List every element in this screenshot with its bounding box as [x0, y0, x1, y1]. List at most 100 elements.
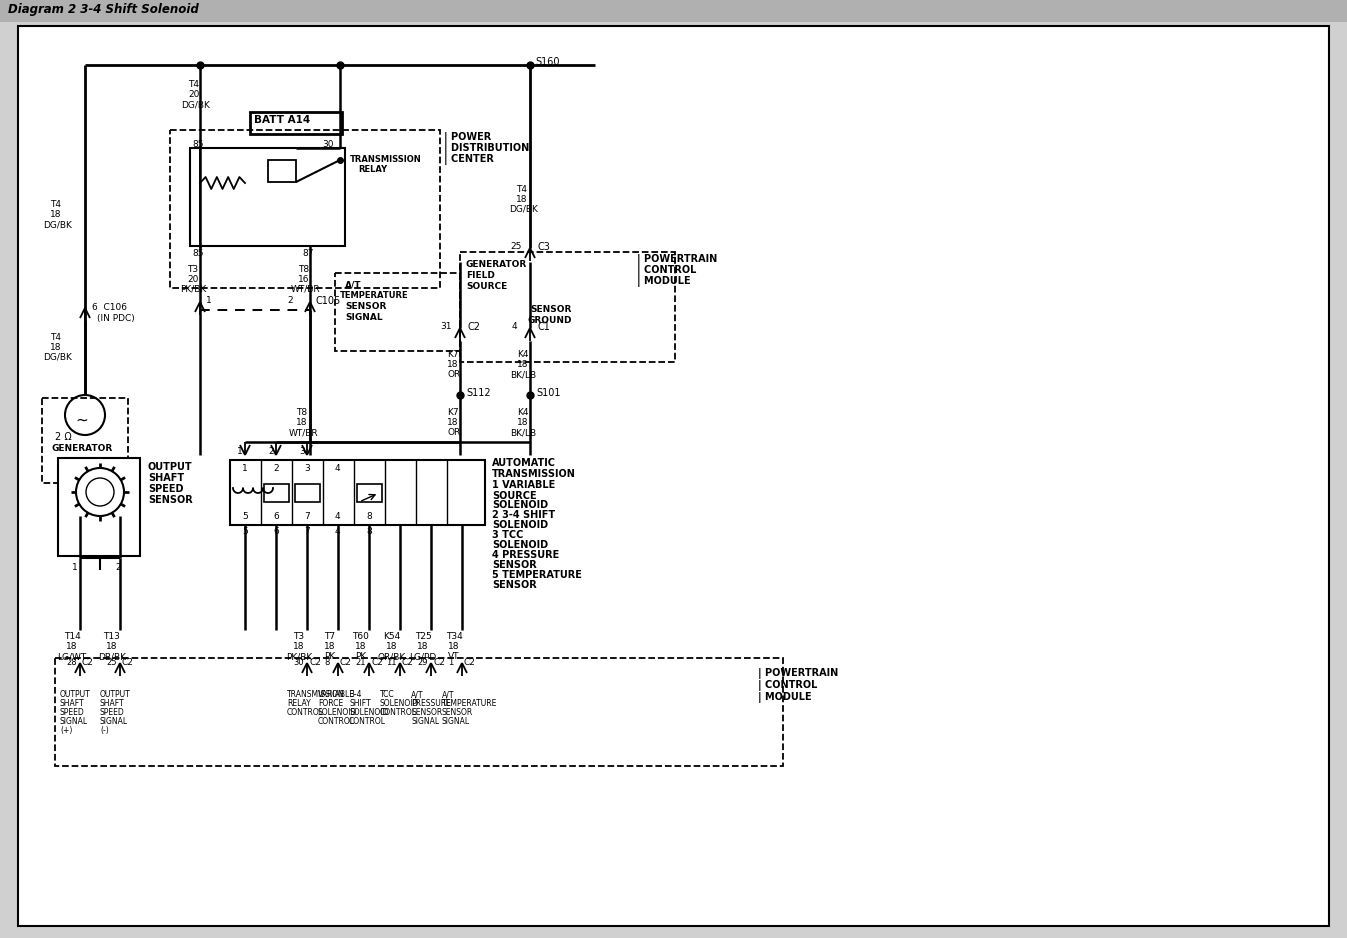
Text: C3: C3 — [537, 242, 551, 252]
Text: 5 TEMPERATURE: 5 TEMPERATURE — [492, 570, 582, 580]
Text: A/T: A/T — [345, 280, 361, 289]
Text: TCC: TCC — [380, 690, 395, 699]
Bar — [0, 0, 1347, 22]
Text: 18: 18 — [447, 418, 458, 427]
Text: K4: K4 — [517, 350, 528, 359]
Text: 5: 5 — [242, 527, 248, 536]
Text: ~: ~ — [75, 413, 88, 428]
Text: T25: T25 — [415, 632, 431, 641]
Text: 18: 18 — [387, 642, 397, 651]
Text: 30: 30 — [322, 140, 334, 149]
Text: T8: T8 — [296, 408, 307, 417]
Bar — [264, 484, 290, 502]
Text: 25: 25 — [511, 242, 521, 251]
Text: 2: 2 — [287, 296, 292, 305]
Bar — [42, 398, 128, 483]
Text: SIGNAL: SIGNAL — [442, 717, 470, 726]
Text: 18: 18 — [516, 195, 528, 204]
Text: 7: 7 — [304, 527, 310, 536]
Text: TRANSMISSION: TRANSMISSION — [350, 155, 422, 164]
Text: SENSOR: SENSOR — [492, 580, 536, 590]
Text: 8: 8 — [366, 512, 372, 521]
Text: SOLENOID: SOLENOID — [492, 500, 548, 510]
Text: SHAFT: SHAFT — [61, 699, 85, 708]
Text: DG/BK: DG/BK — [509, 205, 537, 214]
Text: 18: 18 — [296, 418, 307, 427]
Text: T14: T14 — [63, 632, 81, 641]
Text: 1 VARIABLE: 1 VARIABLE — [492, 480, 555, 490]
Text: 2 3-4 SHIFT: 2 3-4 SHIFT — [492, 510, 555, 520]
Text: SOURCE: SOURCE — [492, 491, 536, 501]
Text: 85: 85 — [193, 140, 203, 149]
Text: S160: S160 — [535, 57, 559, 67]
Text: SHIFT: SHIFT — [349, 699, 370, 708]
Text: 25: 25 — [106, 658, 116, 667]
Text: | CENTER: | CENTER — [445, 154, 494, 165]
Bar — [230, 460, 485, 525]
Text: T7: T7 — [325, 632, 335, 641]
Text: CONTROL: CONTROL — [380, 708, 418, 717]
Text: T34: T34 — [446, 632, 462, 641]
Text: RELAY: RELAY — [287, 699, 311, 708]
Text: | POWERTRAIN: | POWERTRAIN — [758, 668, 838, 679]
Text: 3-4: 3-4 — [349, 690, 361, 699]
Text: S101: S101 — [536, 388, 560, 398]
Text: | CONTROL: | CONTROL — [637, 265, 696, 276]
Text: 1: 1 — [449, 658, 453, 667]
Text: SIGNAL: SIGNAL — [61, 717, 88, 726]
Text: DG/BK: DG/BK — [180, 100, 210, 109]
Text: DB/BK: DB/BK — [98, 652, 127, 661]
Text: 18: 18 — [517, 418, 528, 427]
Text: 20: 20 — [189, 90, 199, 99]
Text: OR/BK: OR/BK — [379, 652, 407, 661]
Text: OUTPUT: OUTPUT — [148, 462, 193, 472]
Text: 29: 29 — [418, 658, 427, 667]
Text: SENSOR: SENSOR — [442, 708, 473, 717]
Text: 18: 18 — [356, 642, 366, 651]
Text: SOLENOID: SOLENOID — [380, 699, 419, 708]
Text: VT: VT — [449, 652, 459, 661]
Text: SOLENOID: SOLENOID — [492, 540, 548, 550]
Text: 2 Ω: 2 Ω — [55, 432, 71, 442]
Text: 3: 3 — [299, 447, 304, 456]
Text: 4: 4 — [335, 527, 341, 536]
Text: 18: 18 — [449, 642, 459, 651]
Text: 18: 18 — [106, 642, 117, 651]
Text: | CONTROL: | CONTROL — [758, 680, 818, 691]
Text: 16: 16 — [298, 275, 310, 284]
Text: PK: PK — [325, 652, 335, 661]
Text: C2: C2 — [432, 658, 445, 667]
Text: T8: T8 — [298, 265, 308, 274]
Text: WT/BR: WT/BR — [290, 428, 319, 437]
Text: T60: T60 — [353, 632, 369, 641]
Text: CONTROL: CONTROL — [349, 717, 387, 726]
Text: 20: 20 — [187, 275, 198, 284]
Text: 11: 11 — [387, 658, 396, 667]
Text: 8: 8 — [366, 527, 372, 536]
Text: C2: C2 — [401, 658, 414, 667]
Text: C2: C2 — [339, 658, 352, 667]
Text: OR: OR — [447, 370, 461, 379]
Text: BK/LB: BK/LB — [511, 428, 536, 437]
Text: T4: T4 — [50, 200, 61, 209]
Text: 2: 2 — [273, 464, 279, 473]
Text: T13: T13 — [104, 632, 120, 641]
Text: BATT A14: BATT A14 — [255, 115, 310, 125]
Text: 18: 18 — [66, 642, 78, 651]
Text: 18: 18 — [325, 642, 335, 651]
Text: 1: 1 — [71, 563, 78, 572]
Text: 87: 87 — [302, 249, 314, 258]
Text: 18: 18 — [517, 360, 528, 369]
Text: C2: C2 — [82, 658, 94, 667]
Text: SENSOR: SENSOR — [345, 302, 387, 311]
Bar — [459, 252, 675, 362]
Text: 18: 18 — [294, 642, 304, 651]
Text: SPEED: SPEED — [100, 708, 125, 717]
Bar — [251, 112, 342, 134]
Text: 8: 8 — [325, 658, 330, 667]
Text: OUTPUT: OUTPUT — [61, 690, 90, 699]
Text: A/T: A/T — [442, 690, 454, 699]
Text: SIGNAL: SIGNAL — [100, 717, 128, 726]
Text: C2: C2 — [467, 322, 481, 332]
Text: 31: 31 — [440, 322, 451, 331]
